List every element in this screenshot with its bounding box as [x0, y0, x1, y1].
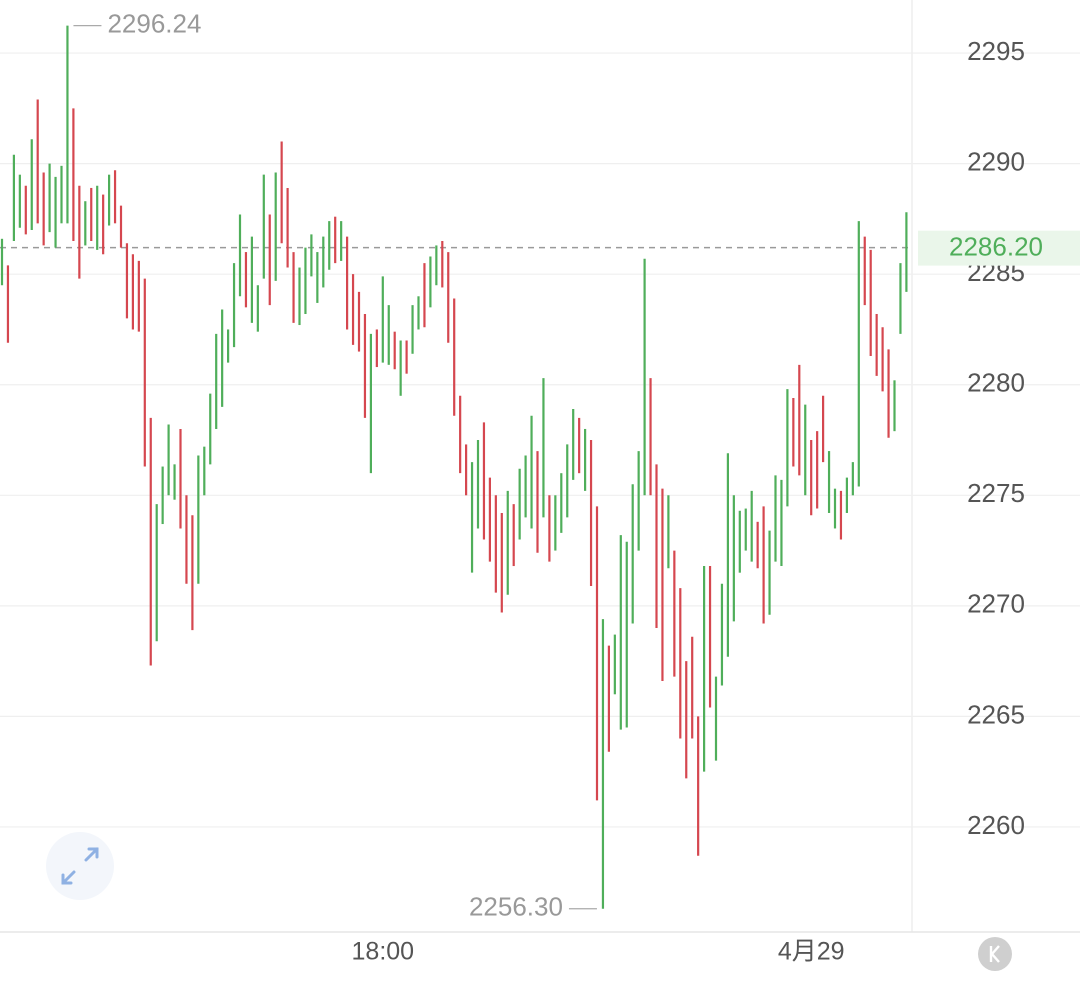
y-tick-label: 2295: [967, 36, 1025, 66]
y-tick-label: 2265: [967, 699, 1025, 729]
annotation-label: 2256.30: [469, 892, 563, 922]
y-tick-label: 2280: [967, 368, 1025, 398]
y-tick-label: 2260: [967, 810, 1025, 840]
expand-icon[interactable]: [61, 847, 99, 885]
last-price-label: 2286.20: [949, 232, 1043, 262]
kline-icon[interactable]: [989, 945, 1000, 963]
y-tick-label: 2270: [967, 589, 1025, 619]
kline-button-bg[interactable]: [978, 937, 1012, 971]
y-tick-label: 2290: [967, 146, 1025, 176]
annotation-label: 2296.24: [107, 9, 201, 39]
last-price-bg: [918, 230, 1080, 266]
kline-button[interactable]: [978, 937, 1012, 971]
y-tick-label: 2275: [967, 478, 1025, 508]
expand-button-bg[interactable]: [46, 832, 114, 900]
x-tick-label: 4月29: [778, 938, 845, 966]
x-tick-label: 18:00: [352, 938, 415, 966]
expand-button[interactable]: [46, 832, 114, 900]
